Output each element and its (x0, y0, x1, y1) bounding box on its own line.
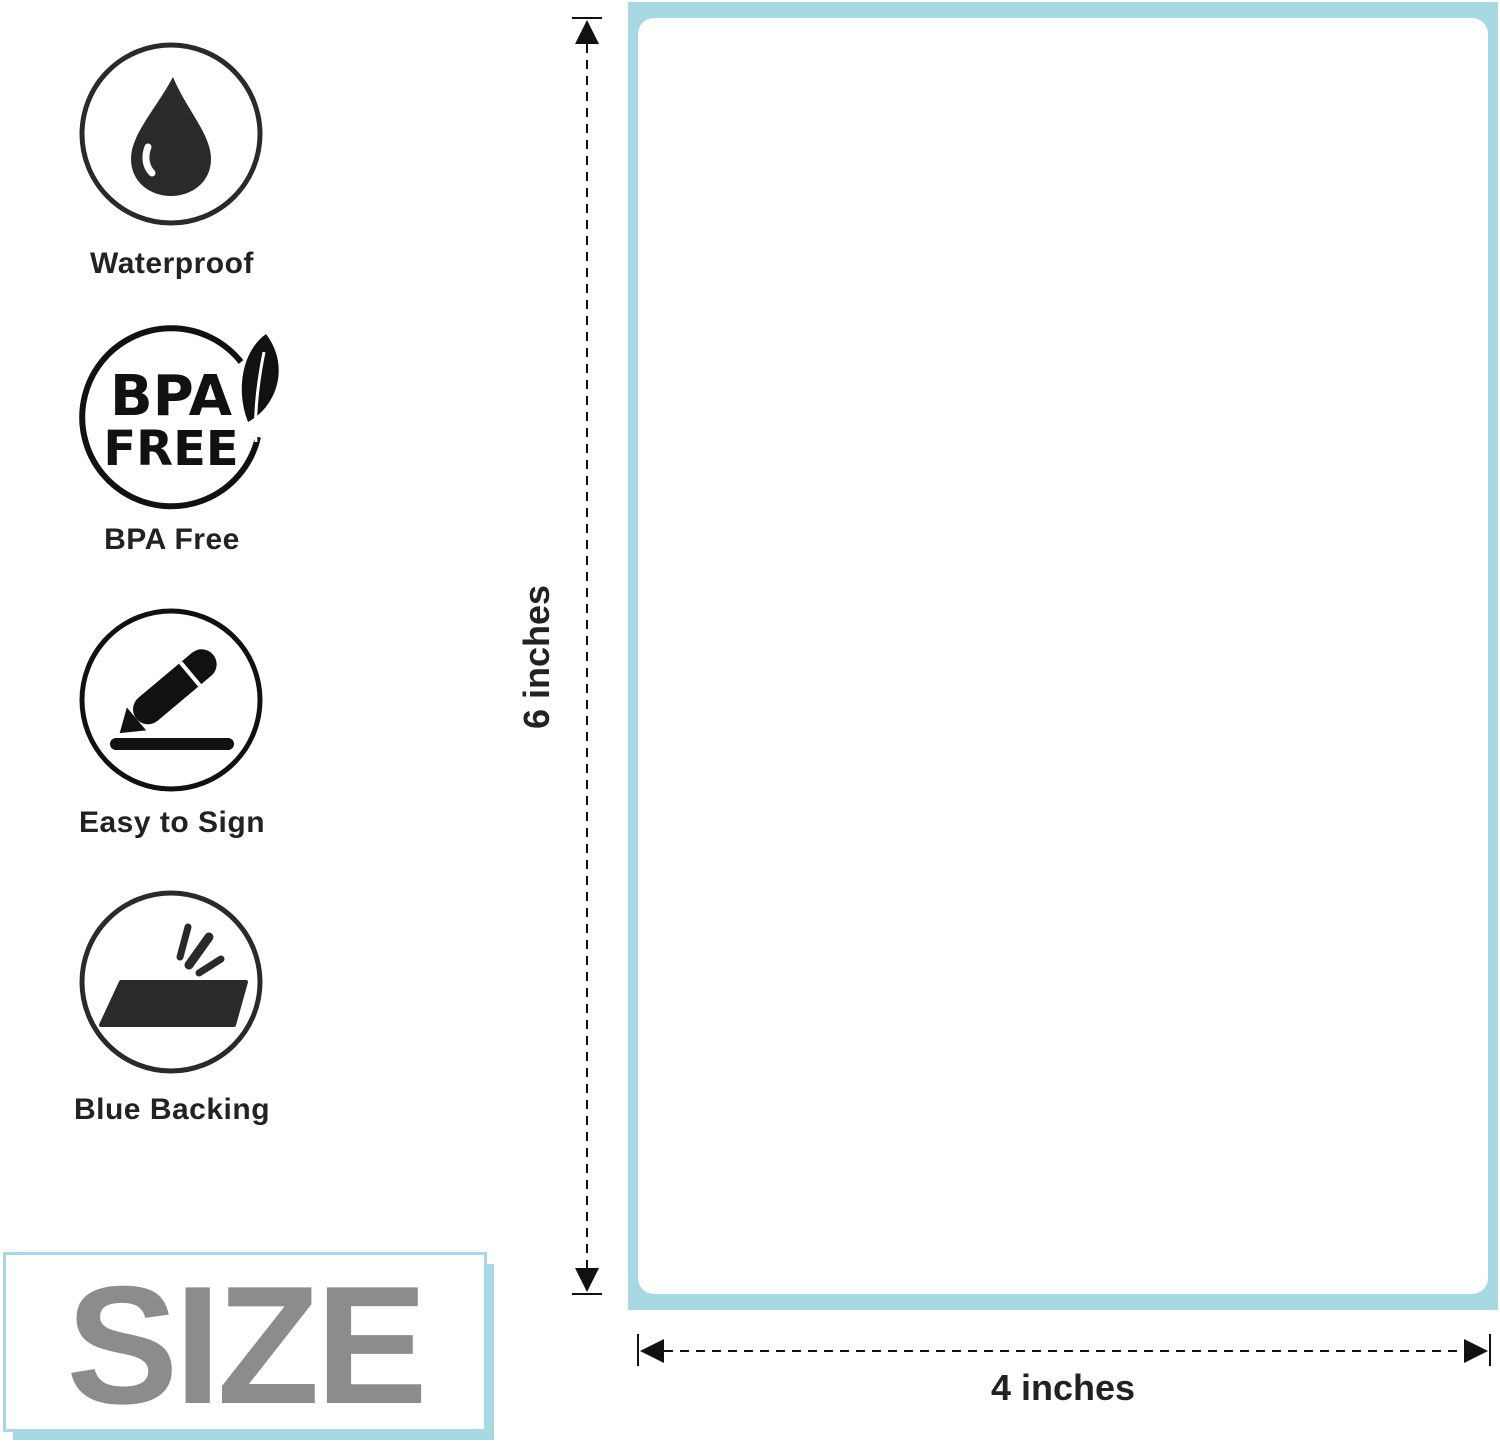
water-drop-icon (79, 42, 263, 226)
arrow-right-icon (1464, 1339, 1488, 1363)
bpa-badge-text: BPA (110, 364, 233, 429)
height-label: 6 inches (516, 584, 557, 730)
feature-label-blue-backing: Blue Backing (73, 1093, 271, 1126)
height-dimension-line (572, 17, 602, 1295)
pen-sign-icon (79, 608, 263, 792)
free-badge-text: FREE (103, 421, 238, 477)
arrow-down-icon (575, 1268, 599, 1292)
blue-backing-peel-icon (79, 890, 263, 1074)
shipping-label (638, 18, 1488, 1294)
width-label: 4 inches (990, 1367, 1136, 1408)
arrow-left-icon (640, 1339, 664, 1363)
bpa-free-leaf-icon: BPA FREE (79, 325, 279, 510)
feature-label-bpa-free: BPA Free (104, 523, 240, 556)
feature-label-waterproof: Waterproof (90, 247, 254, 280)
feature-label-easy-to-sign: Easy to Sign (78, 806, 266, 839)
arrow-up-icon (575, 20, 599, 44)
width-dimension-line (637, 1334, 1491, 1366)
size-title: SIZE (66, 1251, 427, 1439)
size-box (3, 1252, 487, 1432)
